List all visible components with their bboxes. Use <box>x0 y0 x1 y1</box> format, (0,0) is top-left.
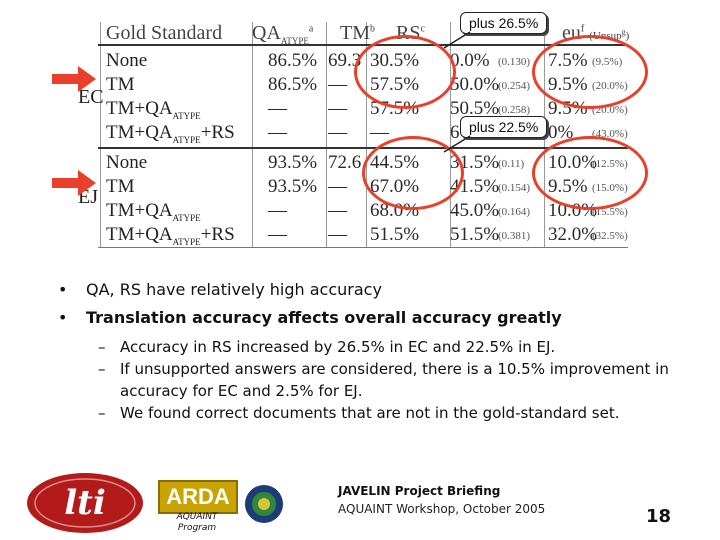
table-cell: — <box>328 98 347 119</box>
table-cell: 51.5% <box>450 224 500 245</box>
footer-workshop: AQUAINT Workshop, October 2005 <box>338 502 546 516</box>
callout-plus-22-5: plus 22.5% <box>460 116 548 138</box>
header-qa: QAATYPEa <box>252 22 314 46</box>
row-label: None <box>106 50 148 71</box>
highlight-ring-ej-rs <box>362 136 464 210</box>
header-gold-standard: Gold Standard <box>106 22 223 44</box>
bullet-list: • QA, RS have relatively high accuracy • T… <box>58 276 698 424</box>
row-label: TM+QAATYPE+RS <box>106 224 235 247</box>
table-cell: — <box>328 122 347 143</box>
svg-text:lti: lti <box>64 483 106 523</box>
row-label: TM <box>106 176 135 197</box>
table-cell: — <box>328 74 347 95</box>
table-cell: (0.258) <box>498 104 531 116</box>
table-cell: — <box>328 200 347 221</box>
highlight-ring-ec-unsup <box>532 35 648 109</box>
table-cell: 0.0% <box>450 50 490 71</box>
row-label: TM+QAATYPE <box>106 200 201 223</box>
table-cell: 86.5% <box>268 74 318 95</box>
bullet-item: • QA, RS have relatively high accuracy <box>58 280 382 299</box>
table-cell: (0.381) <box>498 230 531 242</box>
table-cell: (0.254) <box>498 80 531 92</box>
table-cell: 50.0% <box>450 74 500 95</box>
table-cell: — <box>268 122 287 143</box>
table-cell: — <box>370 122 389 143</box>
table-cell: 6 <box>450 122 460 143</box>
table-cell: — <box>268 98 287 119</box>
callout-plus-26-5: plus 26.5% <box>460 12 548 34</box>
table-cell: (0.164) <box>498 206 531 218</box>
table-cell: 69.3 <box>328 50 362 71</box>
arrow-right-icon <box>52 170 96 196</box>
aquaint-program-label: AQUAINT Program <box>176 512 218 533</box>
table-cell: (0.154) <box>498 182 531 194</box>
highlight-ring-ec-rs <box>354 35 456 109</box>
table-cell: 72.6 <box>328 152 362 173</box>
table-cell: 93.5% <box>268 176 318 197</box>
table-cell: — <box>328 224 347 245</box>
page-number: 18 <box>646 506 672 527</box>
table-cell: 45.0% <box>450 200 500 221</box>
bullet-item: • Translation accuracy affects overall ac… <box>58 308 562 327</box>
table-cell: 32.0% <box>548 224 598 245</box>
footer-briefing-title: JAVELIN Project Briefing <box>338 484 501 498</box>
table-cell: — <box>268 224 287 245</box>
row-label: None <box>106 152 148 173</box>
table-cell: 50.5% <box>450 98 500 119</box>
sub-bullet-item: – We found correct documents that are not… <box>98 404 620 422</box>
lti-logo: lti <box>27 473 143 533</box>
highlight-ring-ej-unsup <box>532 136 648 210</box>
sub-bullet-item: – Accuracy in RS increased by 26.5% in EC… <box>98 338 556 356</box>
table-cell: 93.5% <box>268 152 318 173</box>
table-cell: 0% <box>548 122 574 143</box>
row-label: TM+QAATYPE+RS <box>106 122 235 145</box>
table-cell: (0.130) <box>498 56 531 68</box>
table-cell: — <box>268 200 287 221</box>
callout-pointer-icon <box>443 135 471 153</box>
row-label: TM <box>106 74 135 95</box>
sub-bullet-item: – If unsupported answers are considered, … <box>98 360 669 400</box>
table-cell: (0.11) <box>498 158 525 170</box>
row-label: TM+QAATYPE <box>106 98 201 121</box>
header-tm: TMb <box>340 22 375 44</box>
aquaint-seal-icon <box>245 485 283 523</box>
table-cell: (32.5%) <box>592 230 628 242</box>
callout-pointer-icon <box>443 31 471 49</box>
arda-logo: ARDA <box>158 480 238 514</box>
table-cell: — <box>328 176 347 197</box>
group-label-ec: EC <box>78 86 104 108</box>
table-cell: 51.5% <box>370 224 420 245</box>
arrow-right-icon <box>52 66 96 92</box>
table-cell: 86.5% <box>268 50 318 71</box>
